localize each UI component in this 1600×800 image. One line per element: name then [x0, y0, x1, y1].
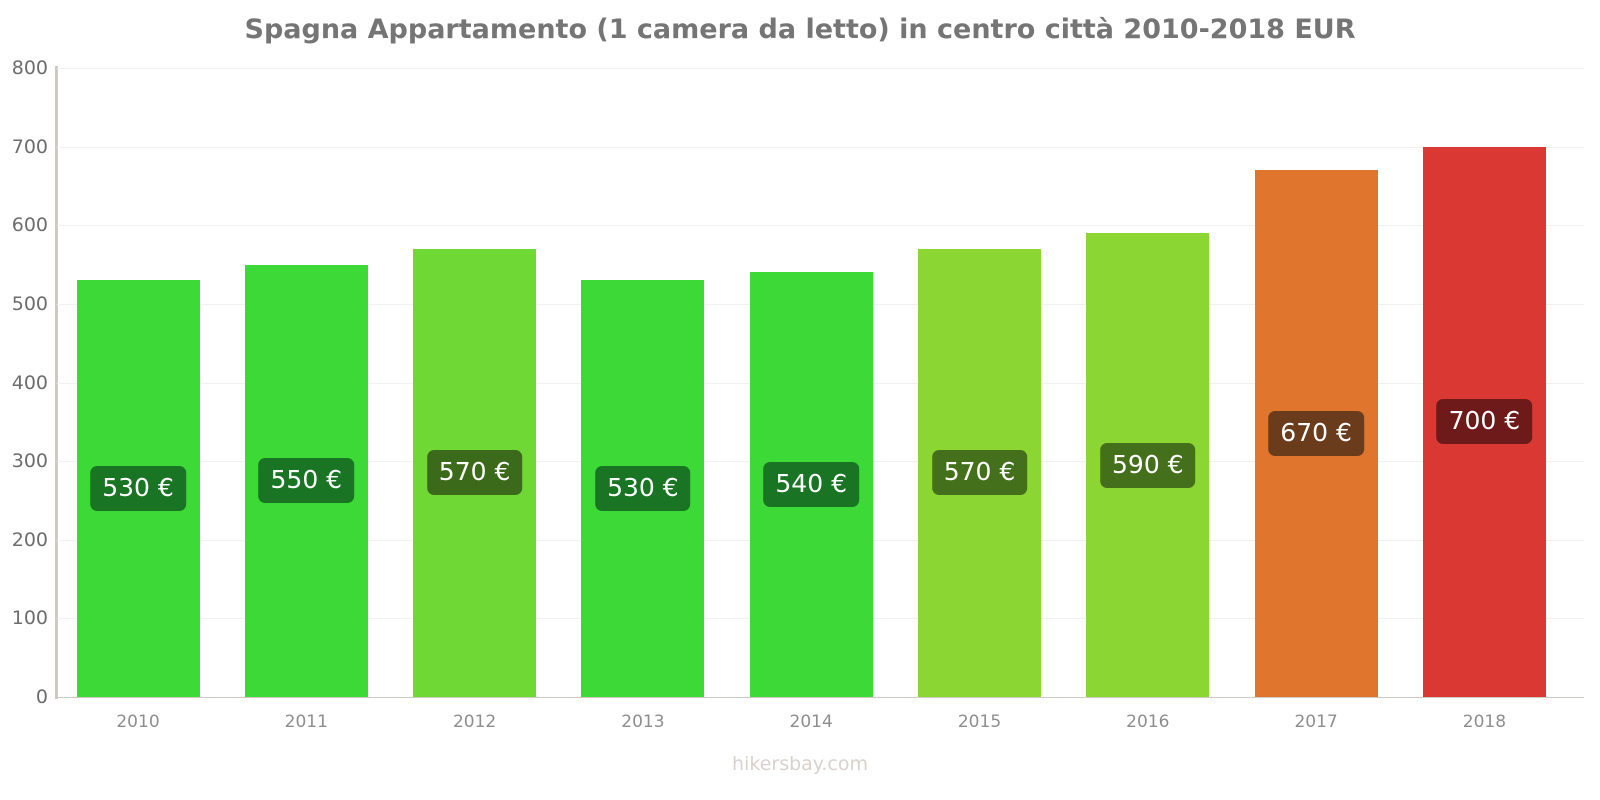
bar-value-label: 590 € [1100, 442, 1196, 488]
gridline [57, 225, 1584, 227]
bar-value-label: 700 € [1436, 399, 1533, 445]
y-axis-tick-label: 100 [11, 607, 48, 630]
x-axis-tick-label: 2010 [116, 712, 160, 732]
y-axis-tick-label: 700 [11, 135, 48, 158]
bar-value-label: 530 € [90, 466, 186, 512]
bar-value-label: 570 € [931, 450, 1028, 496]
bar-value-label: 530 € [595, 466, 691, 512]
y-axis-line [55, 66, 58, 699]
x-axis-tick-label: 2012 [452, 712, 497, 732]
y-axis-tick-labels: 0 100 200 300 400 500 600 700 800 [0, 0, 48, 800]
bar-value-label: 670 € [1268, 411, 1364, 457]
y-axis-tick-label: 0 [35, 686, 48, 708]
x-axis-line [57, 697, 1584, 698]
x-axis-tick-label: 2018 [1462, 712, 1507, 732]
bar-value-label: 550 € [258, 458, 355, 504]
y-axis-tick-label: 200 [11, 528, 48, 551]
bar-value-label: 570 € [426, 450, 523, 496]
chart-title: Spagna Appartamento (1 camera da letto) … [244, 14, 1356, 45]
gridline [57, 68, 1584, 69]
bar-value-label: 540 € [763, 462, 859, 508]
x-axis-tick-label: 2011 [284, 712, 328, 732]
y-axis-tick-label: 500 [11, 292, 48, 315]
x-axis-tick-label: 2014 [789, 712, 833, 732]
x-axis-tick-label: 2013 [621, 712, 665, 732]
y-axis-tick-label: 800 [11, 57, 48, 79]
x-axis-tick-label: 2016 [1126, 712, 1170, 732]
footer-credit: hikersbay.com [732, 753, 868, 775]
gridline [57, 146, 1584, 148]
y-axis-tick-label: 300 [11, 450, 48, 473]
x-axis-tick-label: 2017 [1294, 712, 1338, 732]
y-axis-tick-label: 600 [11, 214, 48, 237]
y-axis-tick-label: 400 [11, 371, 48, 394]
x-axis-tick-label: 2015 [957, 712, 1002, 732]
